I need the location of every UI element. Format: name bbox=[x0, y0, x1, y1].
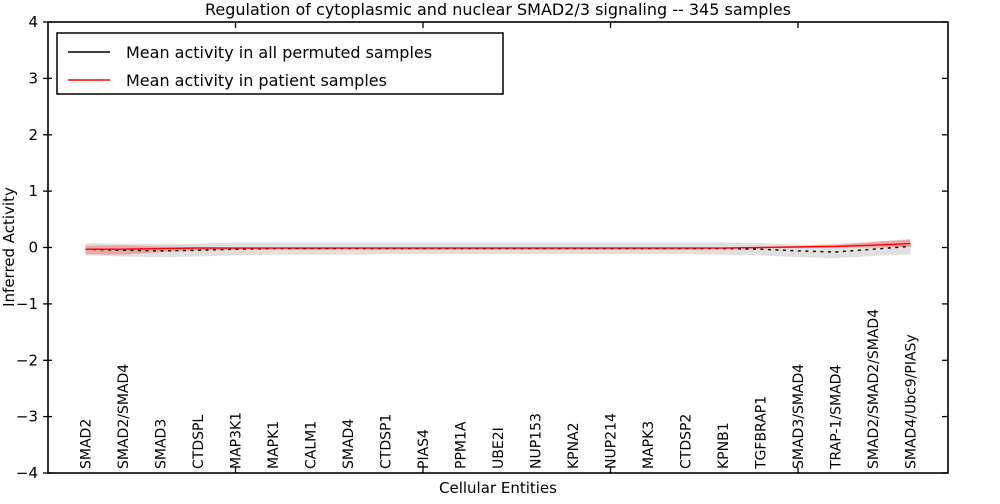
x-tick-label: TRAP-1/SMAD4 bbox=[829, 365, 845, 470]
x-tick-label: SMAD4/Ubc9/PIASy bbox=[904, 334, 920, 469]
y-axis-label: Inferred Activity bbox=[0, 187, 18, 307]
x-tick-label: CALM1 bbox=[304, 421, 320, 469]
y-tick-label: 0 bbox=[28, 239, 38, 257]
x-tick-label: KPNB1 bbox=[716, 422, 732, 469]
x-tick-label: SMAD4 bbox=[341, 419, 357, 469]
x-tick-label: CTDSPL bbox=[191, 415, 207, 469]
legend-label-permuted: Mean activity in all permuted samples bbox=[126, 43, 432, 62]
y-tick-label: 3 bbox=[28, 69, 38, 87]
x-tick-label: SMAD3/SMAD4 bbox=[791, 364, 807, 469]
y-tick-label: 4 bbox=[28, 13, 38, 31]
legend-box bbox=[56, 32, 504, 95]
x-tick-label: SMAD2/SMAD2/SMAD4 bbox=[866, 309, 882, 469]
x-tick-label: SMAD2/SMAD4 bbox=[116, 364, 132, 469]
legend: Mean activity in all permuted samples Me… bbox=[56, 32, 504, 95]
x-tick-labels: SMAD2 SMAD2/SMAD4 SMAD3 CTDSPL MAP3K1 MAPK1 CA… bbox=[79, 309, 920, 470]
y-tick-labels: −4 −3 −2 −1 0 1 2 3 4 bbox=[16, 13, 38, 482]
x-tick-label: MAP3K1 bbox=[229, 412, 245, 469]
legend-label-patient: Mean activity in patient samples bbox=[126, 71, 387, 90]
y-tick-label: −3 bbox=[16, 408, 38, 426]
x-tick-label: PIAS4 bbox=[416, 429, 432, 469]
series-lines bbox=[85, 242, 911, 253]
x-axis-label: Cellular Entities bbox=[439, 479, 557, 497]
x-tick-label: TGFBRAP1 bbox=[754, 396, 770, 470]
x-tick-label: CTDSP1 bbox=[379, 414, 395, 469]
x-tick-label: SMAD2 bbox=[79, 419, 95, 469]
chart-title: Regulation of cytoplasmic and nuclear SM… bbox=[205, 0, 791, 19]
y-tick-label: −1 bbox=[16, 295, 38, 313]
series-patient-line bbox=[85, 242, 911, 250]
x-tick-label: NUP153 bbox=[529, 413, 545, 469]
axis-ticks bbox=[43, 21, 948, 474]
x-tick-label: NUP214 bbox=[604, 413, 620, 469]
y-tick-label: −4 bbox=[16, 464, 38, 482]
x-tick-label: CTDSP2 bbox=[679, 414, 695, 469]
x-tick-label: KPNA2 bbox=[566, 422, 582, 469]
y-tick-label: −2 bbox=[16, 351, 38, 369]
y-tick-label: 1 bbox=[28, 182, 38, 200]
x-tick-label: MAPK3 bbox=[641, 421, 657, 469]
x-tick-label: SMAD3 bbox=[154, 419, 170, 469]
x-tick-label: PPM1A bbox=[454, 421, 470, 469]
x-tick-label: UBE2I bbox=[491, 427, 507, 469]
x-tick-label: MAPK1 bbox=[266, 421, 282, 469]
y-tick-label: 2 bbox=[28, 126, 38, 144]
